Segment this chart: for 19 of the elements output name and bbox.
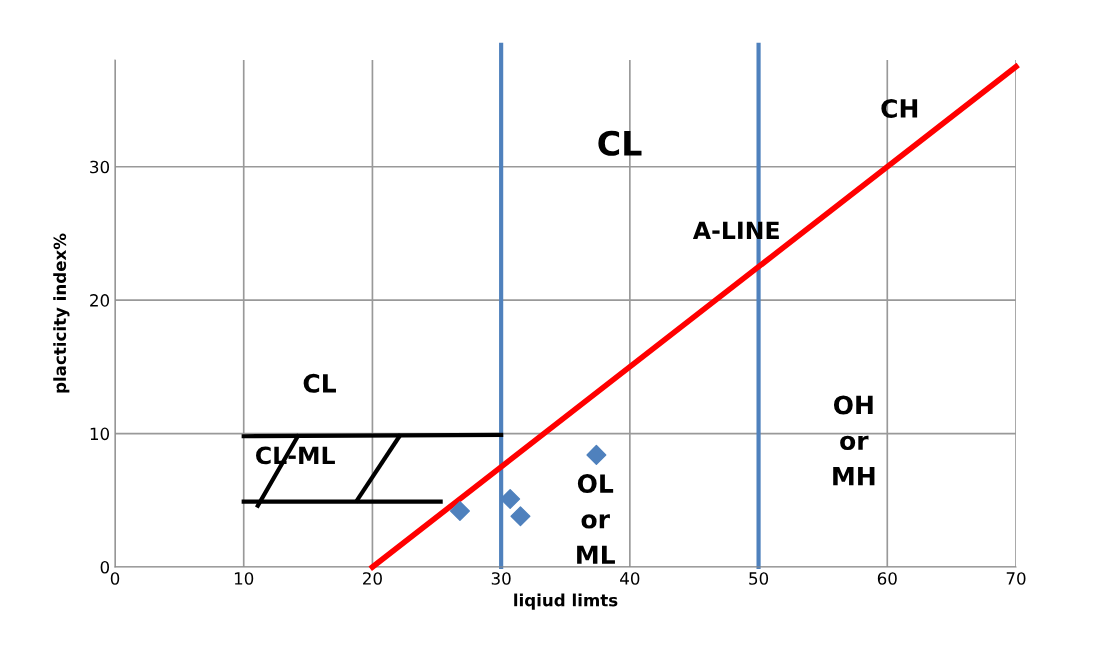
- x-tick-label: 50: [749, 572, 769, 585]
- x-tick-label: 60: [877, 572, 897, 585]
- x-axis-title: liqiud limts: [514, 593, 618, 610]
- annotation: CH: [881, 99, 918, 118]
- annotation: CL: [303, 373, 336, 393]
- y-tick-label: 30: [90, 160, 110, 174]
- x-tick-label: 40: [620, 572, 640, 585]
- x-tick-label: 70: [1006, 572, 1026, 585]
- annotation: OH or MH: [833, 395, 875, 486]
- y-tick-label: 10: [90, 427, 110, 441]
- x-tick-label: 10: [234, 572, 254, 585]
- annotation: OL or ML: [577, 474, 615, 564]
- x-tick-label: 30: [491, 572, 511, 585]
- x-tick-label: 20: [363, 572, 382, 585]
- y-tick-label: 0: [100, 560, 110, 574]
- annotation: CL: [598, 130, 642, 156]
- y-tick-label: 20: [90, 294, 110, 307]
- x-tick-label: 0: [110, 572, 120, 585]
- y-axis-title: placticity index%: [53, 233, 70, 393]
